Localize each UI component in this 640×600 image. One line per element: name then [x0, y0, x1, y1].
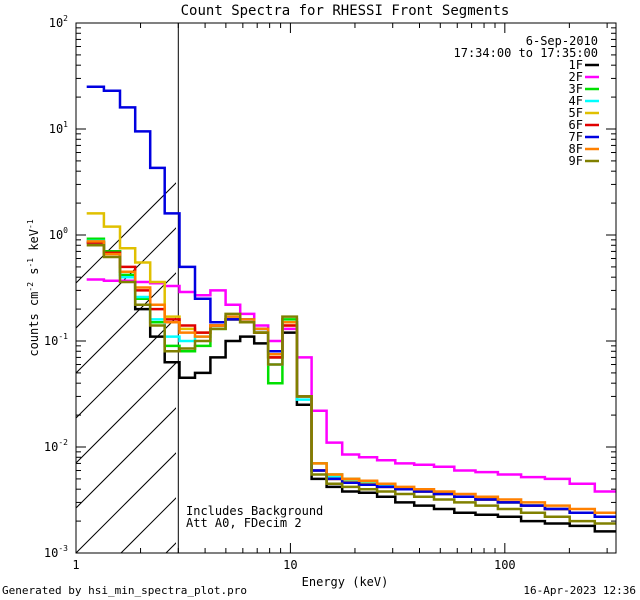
y-tick-exponent: -2 — [58, 438, 68, 447]
time-range-label: 17:34:00 to 17:35:00 — [454, 46, 599, 60]
x-axis-label: Energy (keV) — [302, 575, 389, 589]
y-tick-base: 10 — [44, 440, 58, 454]
legend-label-1F: 1F — [569, 58, 583, 72]
hatch-line — [120, 497, 176, 553]
y-tick-label: 10-2 — [44, 438, 68, 454]
series-5F — [86, 212, 616, 518]
hatch-line — [346, 23, 640, 553]
background-hatch-region — [76, 23, 640, 553]
y-tick-label: 101 — [49, 120, 68, 136]
annotation-attenuator: Att A0, FDecim 2 — [186, 516, 302, 530]
y-tick-exponent: 2 — [63, 14, 68, 23]
y-tick-exponent: 1 — [63, 120, 68, 129]
y-axis-label-exp3: -1 — [26, 219, 35, 229]
date-label: 6-Sep-2010 — [526, 34, 598, 48]
legend-label-8F: 8F — [569, 142, 583, 156]
y-tick-label: 100 — [49, 226, 68, 242]
chart-title: Count Spectra for RHESSI Front Segments — [181, 3, 510, 19]
y-axis-label-exp1: -2 — [26, 282, 35, 292]
y-axis-label-exp2: -1 — [26, 258, 35, 268]
series-9F — [86, 244, 616, 525]
y-tick-label: 102 — [49, 14, 68, 30]
x-tick-label: 10 — [283, 558, 297, 572]
legend-label-7F: 7F — [569, 130, 583, 144]
legend-label-6F: 6F — [569, 118, 583, 132]
hatch-line — [76, 452, 176, 553]
y-tick-exponent: 0 — [63, 226, 68, 235]
series-7F — [86, 85, 616, 518]
y-tick-label: 10-3 — [44, 544, 68, 560]
legend-label-4F: 4F — [569, 94, 583, 108]
series-2F — [86, 278, 616, 493]
legend-label-9F: 9F — [569, 154, 583, 168]
footer-generator: Generated by hsi_min_spectra_plot.pro — [2, 584, 247, 597]
legend-label-3F: 3F — [569, 82, 583, 96]
y-axis-label-main: counts cm — [27, 292, 41, 357]
hatch-line — [436, 23, 640, 553]
y-axis-label-mid: s — [27, 268, 41, 282]
hatch-line — [526, 23, 640, 553]
series-3F — [86, 237, 616, 518]
y-tick-base: 10 — [49, 16, 63, 30]
y-axis-label-end: keV — [27, 229, 41, 258]
legend-label-5F: 5F — [569, 106, 583, 120]
x-tick-label: 1 — [72, 558, 79, 572]
y-tick-base: 10 — [44, 546, 58, 560]
y-axis-label: counts cm-2 s-1 keV-1 — [26, 219, 41, 356]
hatch-line — [76, 182, 176, 284]
legend-label-2F: 2F — [569, 70, 583, 84]
y-tick-exponent: -3 — [58, 544, 68, 553]
footer-timestamp: 16-Apr-2023 12:36 — [523, 584, 636, 597]
hatch-line — [76, 362, 176, 464]
y-tick-label: 10-1 — [44, 332, 68, 348]
y-tick-base: 10 — [49, 228, 63, 242]
hatch-line — [616, 23, 640, 553]
x-axis-ticks: 1 10 100 — [72, 23, 608, 572]
y-tick-base: 10 — [49, 122, 63, 136]
plot-frame — [75, 22, 617, 554]
x-tick-label: 100 — [494, 558, 516, 572]
series-layer — [86, 85, 616, 533]
hatch-line — [76, 407, 176, 509]
annotation-background: Includes Background — [186, 504, 323, 518]
hatch-line — [76, 227, 176, 329]
hatch-line — [76, 317, 176, 419]
y-tick-base: 10 — [44, 334, 58, 348]
series-6F — [86, 241, 616, 518]
hatch-line — [76, 272, 176, 374]
y-tick-exponent: -1 — [58, 332, 68, 341]
hatch-line — [301, 23, 640, 553]
